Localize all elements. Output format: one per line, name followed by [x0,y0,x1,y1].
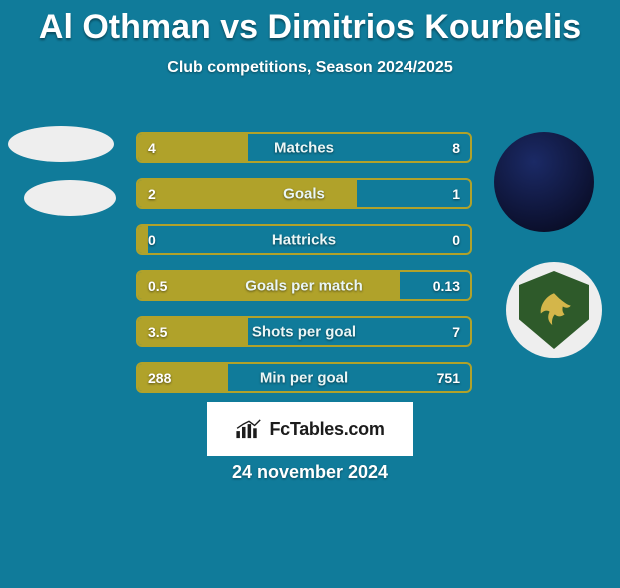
watermark-text: FcTables.com [269,419,384,440]
stat-label: Goals per match [245,277,363,294]
stat-row: 2 Goals 1 [136,178,472,209]
stat-label: Matches [274,139,334,156]
stat-row: 0.5 Goals per match 0.13 [136,270,472,301]
player2-club-crest [506,262,602,358]
stat-label: Shots per goal [252,323,356,340]
stat-label: Min per goal [260,369,348,386]
stat-value-left: 3.5 [148,324,167,340]
stat-value-right: 751 [437,370,460,386]
stat-row: 288 Min per goal 751 [136,362,472,393]
stat-value-left: 288 [148,370,171,386]
stat-value-right: 0 [452,232,460,248]
stat-value-left: 0.5 [148,278,167,294]
player1-photo-placeholder [8,126,114,162]
player2-photo [494,132,594,232]
watermark: FcTables.com [207,402,413,456]
stat-value-right: 1 [452,186,460,202]
stat-row: 0 Hattricks 0 [136,224,472,255]
stat-row: 3.5 Shots per goal 7 [136,316,472,347]
stat-value-left: 0 [148,232,156,248]
page-subtitle: Club competitions, Season 2024/2025 [0,59,620,77]
stat-value-right: 8 [452,140,460,156]
snapshot-date: 24 november 2024 [232,462,388,483]
stat-value-right: 7 [452,324,460,340]
stat-value-left: 4 [148,140,156,156]
stat-label: Hattricks [272,231,336,248]
stat-value-left: 2 [148,186,156,202]
player1-club-placeholder [24,180,116,216]
stat-label: Goals [283,185,325,202]
eagle-icon [532,288,576,332]
stat-fill [138,226,148,253]
stat-row: 4 Matches 8 [136,132,472,163]
chart-icon [235,418,263,440]
stat-value-right: 0.13 [433,278,460,294]
stats-comparison: 4 Matches 8 2 Goals 1 0 Hattricks 0 0.5 Goals per … [136,132,472,408]
page-title: Al Othman vs Dimitrios Kourbelis [0,8,620,47]
